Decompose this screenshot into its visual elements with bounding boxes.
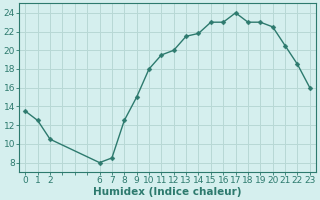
X-axis label: Humidex (Indice chaleur): Humidex (Indice chaleur) — [93, 187, 242, 197]
